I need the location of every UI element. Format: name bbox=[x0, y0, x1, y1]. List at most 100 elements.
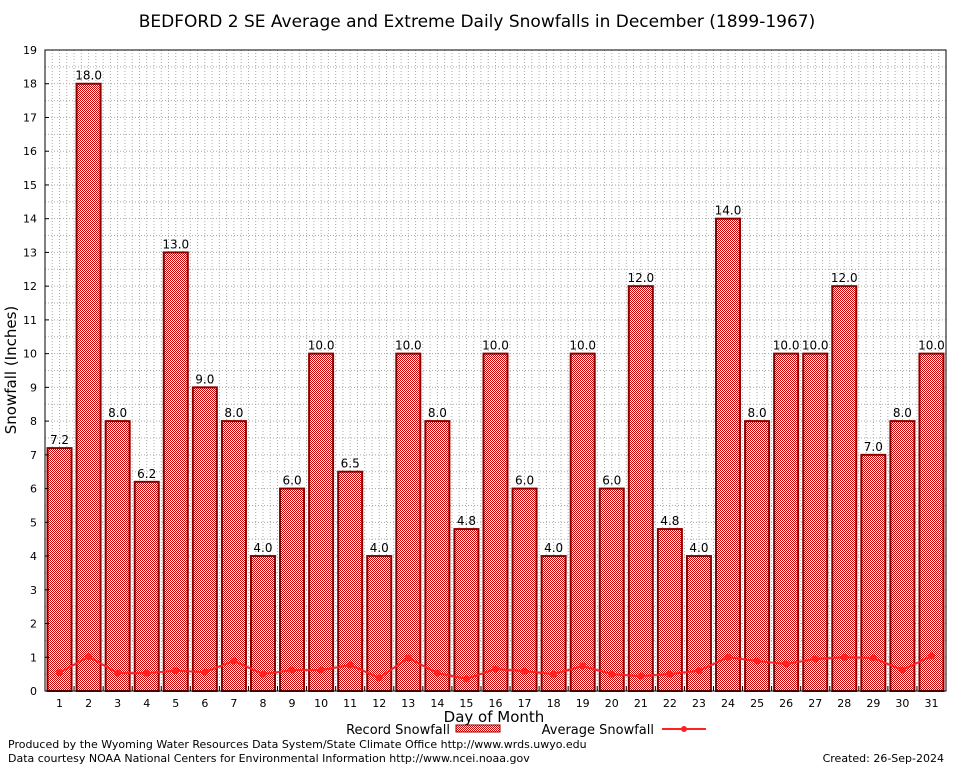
y-axis-label: Snowfall (Inches) bbox=[2, 306, 20, 434]
x-tick-label: 21 bbox=[634, 697, 648, 710]
average-snowfall-point bbox=[404, 654, 412, 662]
y-tick-label: 16 bbox=[23, 145, 37, 158]
x-tick-label: 1 bbox=[56, 697, 63, 710]
y-tick-label: 1 bbox=[30, 651, 37, 664]
y-tick-label: 12 bbox=[23, 280, 37, 293]
x-tick-label: 28 bbox=[837, 697, 851, 710]
average-snowfall-point bbox=[85, 653, 93, 661]
bar-record-snowfall bbox=[889, 420, 916, 692]
x-tick-label: 27 bbox=[808, 697, 822, 710]
average-snowfall-point bbox=[462, 675, 470, 683]
average-snowfall-point bbox=[811, 655, 819, 663]
average-snowfall-point bbox=[172, 667, 180, 675]
average-snowfall-point bbox=[724, 653, 732, 661]
bar-value-label: 4.0 bbox=[544, 541, 563, 555]
average-snowfall-point bbox=[492, 665, 499, 673]
average-snowfall-point bbox=[114, 669, 122, 677]
bar-value-label: 6.0 bbox=[283, 474, 302, 488]
average-snowfall-point bbox=[56, 669, 64, 677]
x-tick-label: 3 bbox=[114, 697, 121, 710]
bar-record-snowfall bbox=[598, 487, 625, 692]
average-snowfall-point bbox=[230, 657, 238, 665]
legend-label-record: Record Snowfall bbox=[346, 723, 450, 738]
bar-record-snowfall bbox=[46, 447, 73, 692]
average-snowfall-point bbox=[201, 668, 209, 676]
bar-value-label: 13.0 bbox=[162, 237, 189, 251]
x-tick-label: 16 bbox=[489, 697, 503, 710]
legend-marker-average bbox=[681, 726, 687, 732]
y-tick-label: 19 bbox=[23, 44, 37, 57]
y-tick-label: 2 bbox=[30, 618, 37, 631]
bar-record-snowfall bbox=[453, 528, 480, 693]
average-snowfall-point bbox=[433, 669, 441, 677]
x-tick-label: 20 bbox=[605, 697, 619, 710]
bar-value-label: 10.0 bbox=[308, 339, 335, 353]
average-snowfall-point bbox=[898, 666, 906, 674]
footer-produced: Produced by the Wyoming Water Resources … bbox=[8, 738, 587, 751]
bar-record-snowfall bbox=[366, 555, 393, 692]
bar-value-label: 6.2 bbox=[137, 467, 156, 481]
bar-value-label: 8.0 bbox=[224, 406, 243, 420]
x-tick-label: 13 bbox=[401, 697, 415, 710]
x-tick-label: 6 bbox=[201, 697, 208, 710]
bar-record-snowfall bbox=[540, 555, 567, 692]
bar-value-label: 18.0 bbox=[75, 69, 102, 83]
footer-courtesy: Data courtesy NOAA National Centers for … bbox=[8, 752, 530, 765]
bar-record-snowfall bbox=[249, 555, 276, 692]
bar-record-snowfall bbox=[308, 352, 335, 692]
x-tick-label: 9 bbox=[289, 697, 296, 710]
legend-label-average: Average Snowfall bbox=[542, 723, 654, 738]
y-tick-label: 5 bbox=[30, 516, 37, 529]
bar-value-label: 10.0 bbox=[395, 339, 422, 353]
bar-record-snowfall bbox=[482, 352, 509, 692]
y-tick-label: 13 bbox=[23, 246, 37, 259]
average-snowfall-point bbox=[375, 674, 383, 682]
chart-title: BEDFORD 2 SE Average and Extreme Daily S… bbox=[139, 12, 815, 32]
bar-record-snowfall bbox=[395, 352, 422, 692]
bar-record-snowfall bbox=[715, 217, 742, 692]
bar-record-snowfall bbox=[744, 420, 771, 692]
average-snowfall-point bbox=[608, 670, 616, 678]
average-snowfall-point bbox=[927, 652, 935, 660]
x-tick-label: 14 bbox=[430, 697, 444, 710]
bar-value-label: 10.0 bbox=[569, 339, 596, 353]
bar-value-label: 7.2 bbox=[50, 433, 69, 447]
x-tick-label: 25 bbox=[750, 697, 764, 710]
average-snowfall-point bbox=[259, 670, 267, 678]
bar-value-label: 4.0 bbox=[689, 541, 708, 555]
bar-value-label: 10.0 bbox=[802, 339, 829, 353]
bar-value-label: 7.0 bbox=[864, 440, 883, 454]
y-tick-label: 9 bbox=[30, 381, 37, 394]
x-tick-label: 18 bbox=[547, 697, 561, 710]
average-snowfall-point bbox=[666, 670, 674, 678]
footer-created: Created: 26-Sep-2024 bbox=[822, 752, 944, 765]
bar-record-snowfall bbox=[802, 352, 829, 692]
bar-record-snowfall bbox=[918, 352, 945, 692]
average-snowfall-point bbox=[840, 653, 848, 661]
bar-value-label: 12.0 bbox=[627, 271, 654, 285]
x-tick-label: 15 bbox=[459, 697, 473, 710]
x-tick-label: 23 bbox=[692, 697, 706, 710]
y-tick-label: 3 bbox=[30, 584, 37, 597]
bar-record-snowfall bbox=[162, 251, 189, 692]
average-snowfall-point bbox=[288, 666, 296, 674]
legend: Record Snowfall Average Snowfall bbox=[346, 723, 706, 738]
average-snowfall-point bbox=[143, 669, 151, 677]
average-snowfall-point bbox=[579, 662, 587, 670]
bar-value-label: 9.0 bbox=[195, 372, 214, 386]
bar-value-label: 4.0 bbox=[370, 541, 389, 555]
plot-frame bbox=[44, 49, 947, 692]
bar-record-snowfall bbox=[220, 420, 247, 692]
average-snowfall-point bbox=[695, 667, 703, 675]
bar-record-snowfall bbox=[104, 420, 131, 692]
y-tick-label: 4 bbox=[30, 550, 37, 563]
bar-record-snowfall bbox=[191, 386, 218, 692]
x-tick-label: 7 bbox=[230, 697, 237, 710]
bar-record-snowfall bbox=[424, 420, 451, 692]
legend-swatch-record bbox=[455, 724, 501, 733]
x-tick-label: 17 bbox=[518, 697, 532, 710]
y-tick-label: 14 bbox=[23, 213, 37, 226]
x-tick-label: 31 bbox=[924, 697, 938, 710]
